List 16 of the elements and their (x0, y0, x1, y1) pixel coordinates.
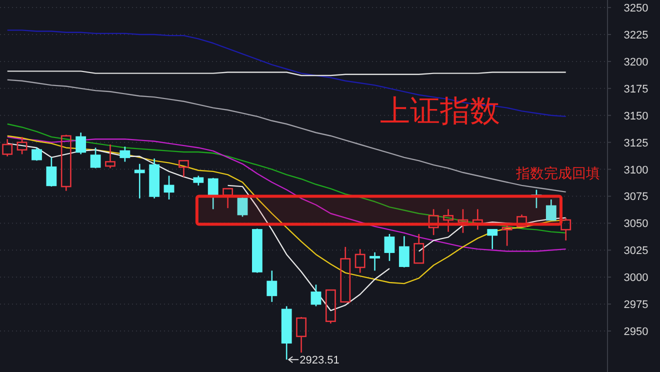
annotation: 2923.51 (300, 354, 340, 367)
y-tick: 3025 (624, 245, 648, 258)
y-tick: 3225 (624, 30, 648, 42)
y-tick: 3100 (624, 164, 648, 176)
y-tick: 3050 (624, 218, 648, 230)
y-tick: 2975 (624, 299, 648, 312)
y-tick: 3175 (624, 83, 648, 96)
annotation: 指数完成回填 (516, 166, 600, 182)
y-tick: 2950 (624, 326, 648, 338)
y-tick: 3125 (624, 137, 648, 150)
y-tick: 3150 (624, 110, 648, 122)
title: 上证指数 (380, 94, 500, 129)
y-tick: 3250 (624, 2, 648, 15)
y-tick: 3200 (624, 56, 648, 68)
y-tick: 3075 (624, 191, 648, 204)
y-tick: 3000 (624, 272, 648, 284)
